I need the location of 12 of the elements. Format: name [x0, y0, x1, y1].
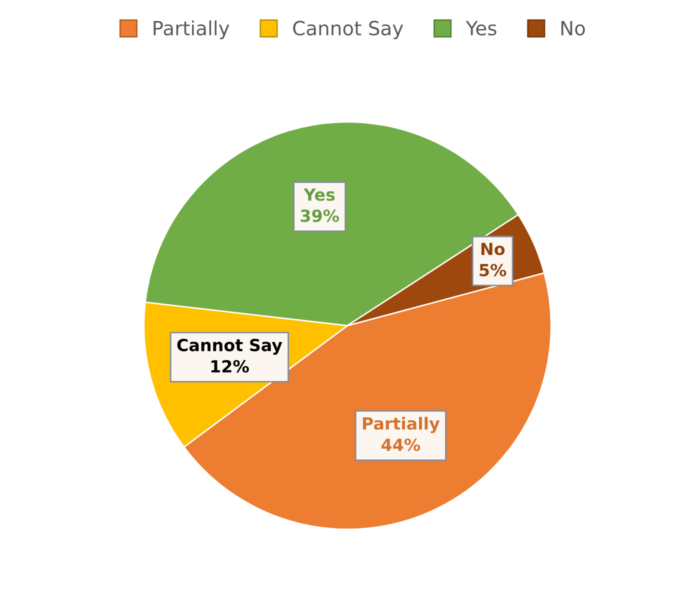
- legend-label: Cannot Say: [293, 20, 404, 40]
- legend-label: Partially: [154, 20, 230, 40]
- data-label: 12%: [211, 360, 249, 373]
- slice-label: Partially: [362, 416, 440, 434]
- data-label: 5%: [480, 264, 506, 276]
- data-label: 39%: [300, 209, 340, 222]
- data-label: 44%: [381, 438, 420, 452]
- slice-label: Cannot Say: [177, 338, 282, 355]
- legend-label: No: [561, 21, 585, 36]
- slice-label: Yes: [304, 188, 335, 201]
- legend-label: Yes: [466, 21, 496, 36]
- slice-label: No: [481, 242, 505, 256]
